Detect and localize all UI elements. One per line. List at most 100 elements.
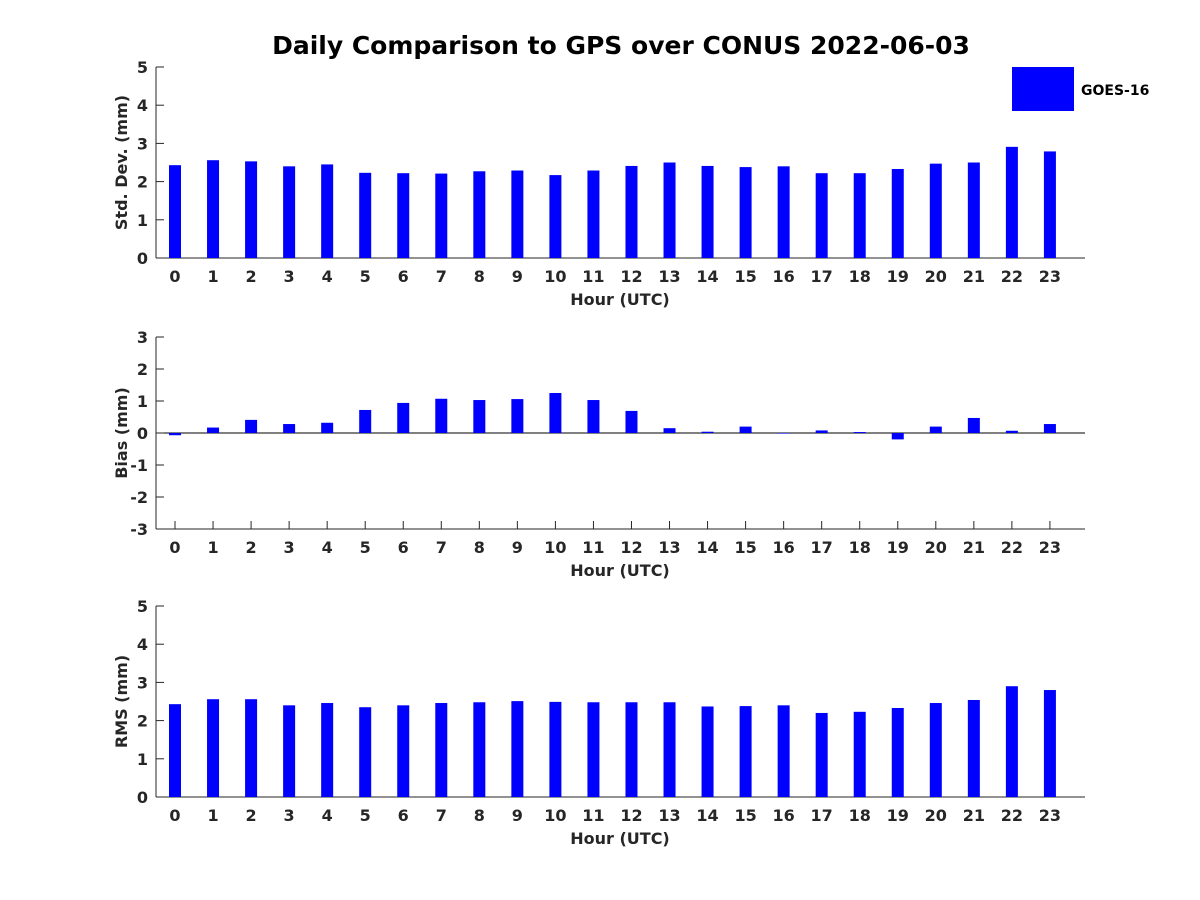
bar-hour-14 bbox=[701, 706, 714, 797]
x-tick-label: 6 bbox=[398, 538, 409, 557]
x-tick-label: 23 bbox=[1039, 267, 1061, 286]
y-tick-label: 1 bbox=[137, 211, 148, 230]
legend-swatch bbox=[1012, 67, 1074, 111]
bar-hour-13 bbox=[663, 428, 676, 433]
bar-hour-12 bbox=[625, 702, 638, 797]
y-tick-label: 3 bbox=[137, 328, 148, 347]
x-tick-label: 12 bbox=[620, 806, 642, 825]
x-tick-label: 11 bbox=[582, 538, 604, 557]
bar-hour-17 bbox=[815, 712, 828, 797]
x-tick-label: 22 bbox=[1001, 806, 1023, 825]
bar-hour-16 bbox=[777, 166, 790, 258]
bar-hour-22 bbox=[1005, 430, 1018, 433]
x-tick-label: 16 bbox=[773, 806, 795, 825]
x-tick-label: 8 bbox=[474, 538, 485, 557]
x-tick-label: 17 bbox=[811, 538, 833, 557]
y-tick-label: 2 bbox=[137, 360, 148, 379]
x-tick-label: 14 bbox=[696, 267, 718, 286]
y-axis-label: Std. Dev. (mm) bbox=[112, 95, 131, 230]
bar-hour-8 bbox=[473, 171, 486, 258]
legend-label: GOES-16 bbox=[1081, 83, 1149, 99]
x-tick-label: 5 bbox=[360, 267, 371, 286]
bar-hour-23 bbox=[1043, 424, 1056, 433]
bar-hour-21 bbox=[967, 162, 980, 258]
bar-hour-13 bbox=[663, 702, 676, 797]
bar-hour-13 bbox=[663, 162, 676, 258]
bar-hour-0 bbox=[169, 165, 181, 258]
x-tick-label: 21 bbox=[963, 806, 985, 825]
bar-hour-22 bbox=[1005, 146, 1018, 258]
x-tick-label: 9 bbox=[512, 806, 523, 825]
bar-hour-18 bbox=[853, 173, 866, 258]
bar-hour-6 bbox=[397, 402, 410, 433]
bar-hour-9 bbox=[511, 399, 524, 433]
legend: GOES-16 bbox=[1012, 67, 1149, 111]
bar-hour-9 bbox=[511, 170, 524, 258]
x-tick-label: 0 bbox=[169, 538, 180, 557]
x-tick-label: 9 bbox=[512, 267, 523, 286]
bar-hour-6 bbox=[397, 705, 410, 797]
bar-hour-10 bbox=[549, 393, 562, 433]
y-tick-label: 1 bbox=[137, 392, 148, 411]
bar-hour-14 bbox=[701, 431, 714, 433]
x-tick-label: 18 bbox=[849, 538, 871, 557]
x-tick-label: 8 bbox=[474, 806, 485, 825]
x-axis-label: Hour (UTC) bbox=[570, 829, 670, 848]
x-tick-label: 19 bbox=[887, 267, 909, 286]
x-tick-label: 19 bbox=[887, 806, 909, 825]
bar-hour-16 bbox=[777, 433, 790, 434]
x-tick-label: 6 bbox=[398, 267, 409, 286]
x-tick-label: 21 bbox=[963, 538, 985, 557]
x-tick-label: 3 bbox=[284, 806, 295, 825]
x-tick-label: 2 bbox=[246, 267, 257, 286]
bar-hour-10 bbox=[549, 175, 562, 258]
x-tick-label: 18 bbox=[849, 806, 871, 825]
x-axis-label: Hour (UTC) bbox=[570, 561, 670, 580]
x-tick-label: 7 bbox=[436, 538, 447, 557]
x-tick-label: 11 bbox=[582, 267, 604, 286]
x-tick-label: 18 bbox=[849, 267, 871, 286]
x-tick-label: 3 bbox=[284, 267, 295, 286]
y-tick-label: 3 bbox=[137, 134, 148, 153]
x-tick-label: 20 bbox=[925, 267, 947, 286]
x-tick-label: 5 bbox=[360, 538, 371, 557]
x-tick-label: 6 bbox=[398, 806, 409, 825]
x-tick-label: 10 bbox=[544, 538, 566, 557]
x-tick-label: 13 bbox=[658, 538, 680, 557]
y-tick-label: 4 bbox=[137, 635, 148, 654]
x-tick-label: 13 bbox=[658, 806, 680, 825]
x-tick-label: 2 bbox=[246, 538, 257, 557]
bar-hour-7 bbox=[435, 173, 448, 258]
bar-hour-15 bbox=[739, 167, 752, 258]
x-tick-label: 4 bbox=[322, 806, 333, 825]
bar-hour-20 bbox=[929, 163, 942, 258]
bar-hour-11 bbox=[587, 170, 600, 258]
x-axis-label: Hour (UTC) bbox=[570, 290, 670, 309]
x-tick-label: 1 bbox=[207, 806, 218, 825]
bar-hour-15 bbox=[739, 706, 752, 797]
x-tick-label: 4 bbox=[322, 267, 333, 286]
bar-hour-4 bbox=[321, 164, 334, 258]
x-tick-label: 17 bbox=[811, 806, 833, 825]
x-tick-label: 4 bbox=[322, 538, 333, 557]
bar-hour-3 bbox=[283, 705, 296, 797]
y-tick-label: -3 bbox=[130, 520, 148, 539]
bar-hour-2 bbox=[245, 161, 258, 258]
bar-hour-4 bbox=[321, 703, 334, 797]
bar-hour-4 bbox=[321, 422, 334, 433]
x-tick-label: 12 bbox=[620, 538, 642, 557]
x-tick-label: 9 bbox=[512, 538, 523, 557]
bar-hour-21 bbox=[967, 417, 980, 433]
bar-hour-6 bbox=[397, 173, 410, 258]
x-tick-label: 11 bbox=[582, 806, 604, 825]
x-tick-label: 5 bbox=[360, 806, 371, 825]
bar-hour-14 bbox=[701, 165, 714, 258]
bar-hour-10 bbox=[549, 701, 562, 797]
bar-hour-8 bbox=[473, 400, 486, 433]
bar-hour-23 bbox=[1043, 151, 1056, 258]
bar-hour-22 bbox=[1005, 686, 1018, 797]
